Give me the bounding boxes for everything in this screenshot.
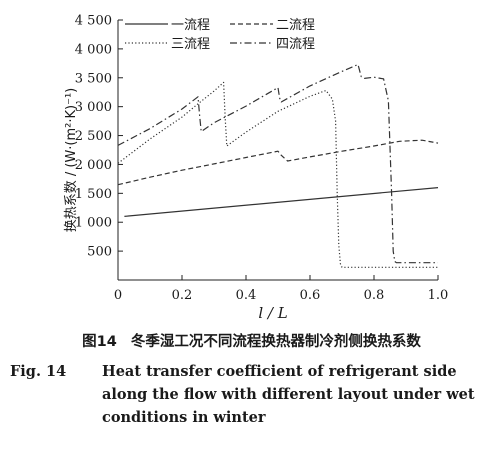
figure-caption-english: Fig. 14 Heat transfer coefficient of ref… [10,360,500,429]
y-axis-label: 换热系数 / (W·(m²·K)⁻¹) [64,88,79,233]
figure-caption-chinese: 图14 冬季湿工况不同流程换热器制冷剂侧换热系数 [0,330,503,351]
series-1-line [124,187,439,217]
x-tick-label: 0.4 [236,288,257,303]
x-axis-label: l / L [258,304,287,320]
caption-zh-text: 冬季湿工况不同流程换热器制冷剂侧换热系数 [130,334,421,350]
series-2-line [117,139,439,186]
y-tick-label: 4 500 [75,14,112,29]
x-tick-label: 0 [114,288,122,303]
x-tick-label: 0.8 [364,288,385,303]
legend-label: 三流程 [171,37,210,52]
legend-label: 二流程 [276,18,315,33]
x-tick-label: 1.0 [428,288,449,303]
caption-en-text: Heat transfer coefficient of refrigerant… [102,363,475,426]
y-tick-label: 2 000 [75,158,112,173]
series-4-line [117,63,438,264]
y-tick-label: 1 000 [75,216,112,231]
caption-en-number: Fig. 14 [10,363,67,380]
legend-label: 四流程 [276,37,315,52]
series-group [117,63,439,268]
caption-zh-number: 图14 [82,334,117,350]
series-3-line [117,81,438,268]
y-tick-label: 2 500 [75,129,112,144]
y-tick-label: 3 500 [75,71,112,86]
figure: 0 0.2 0.4 0.6 0.8 1.0 500 1 000 1 500 2 000 2 500 3… [64,14,449,321]
legend-label: 一流程 [171,18,210,33]
axes: 0 0.2 0.4 0.6 0.8 1.0 500 1 000 1 500 2 000 2 500 3… [75,14,449,304]
y-tick-label: 500 [87,245,112,260]
y-tick-label: 4 000 [75,42,112,57]
line-chart: 0 0.2 0.4 0.6 0.8 1.0 500 1 000 1 500 2 000 2 500 3… [64,14,449,321]
x-tick-label: 0.6 [300,288,321,303]
y-tick-label: 3 000 [75,100,112,115]
x-tick-label: 0.2 [172,288,193,303]
y-tick-label: 1 500 [75,187,112,202]
